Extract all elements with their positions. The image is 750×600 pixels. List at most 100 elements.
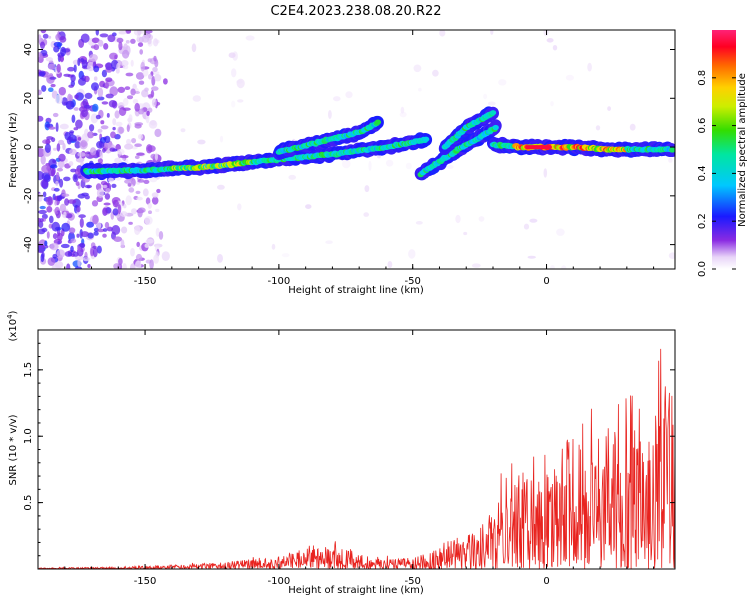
- noise-blob: [113, 236, 123, 242]
- noise-blob: [561, 265, 567, 269]
- noise-blob: [149, 259, 154, 269]
- noise-blob: [158, 231, 164, 240]
- noise-blob: [38, 34, 42, 44]
- noise-blob: [147, 202, 152, 209]
- noise-blob: [342, 159, 351, 169]
- noise-blob: [151, 196, 159, 205]
- noise-blob: [550, 101, 554, 107]
- noise-blob: [44, 240, 48, 247]
- noise-blob: [87, 131, 94, 139]
- noise-blob: [135, 260, 142, 269]
- noise-blob: [77, 137, 82, 141]
- noise-blob: [145, 114, 150, 124]
- colorbar-tick-label: 0.0: [697, 261, 708, 277]
- noise-blob: [38, 171, 44, 181]
- noise-blob: [91, 37, 100, 44]
- noise-blob: [47, 63, 56, 70]
- noise-blob: [122, 49, 130, 59]
- noise-blob: [154, 152, 158, 161]
- noise-blob: [144, 216, 153, 225]
- noise-blob: [305, 204, 312, 210]
- noise-blob: [67, 66, 75, 72]
- noise-blob: [60, 243, 70, 249]
- noise-blob: [120, 155, 129, 159]
- noise-blob: [139, 49, 143, 55]
- noise-blob: [109, 86, 118, 97]
- y-tick-label: 0.5: [23, 495, 34, 511]
- noise-blob: [109, 147, 116, 152]
- noise-blob: [413, 64, 422, 73]
- noise-blob: [46, 196, 54, 206]
- chart-title: C2E4.2023.238.08.20.R22: [270, 4, 441, 19]
- noise-blob: [56, 63, 61, 73]
- noise-blob: [135, 190, 141, 195]
- noise-blob: [79, 217, 84, 228]
- noise-blob: [92, 247, 98, 258]
- noise-blob: [85, 153, 90, 157]
- ridge-core: [422, 136, 430, 142]
- noise-blob: [387, 261, 393, 268]
- noise-blob: [121, 226, 128, 234]
- noise-blob: [45, 57, 54, 62]
- noise-blob: [134, 155, 140, 160]
- noise-blob: [137, 207, 143, 218]
- noise-blob: [125, 195, 132, 206]
- noise-blob: [70, 238, 77, 244]
- noise-blob: [41, 85, 47, 92]
- noise-blob: [543, 168, 548, 178]
- noise-blob: [54, 200, 58, 206]
- colorbar: 0.0 0.2 0.4 0.6 0.8 Normalized spectral ampl…: [697, 30, 748, 277]
- y-tick-label: 20: [23, 92, 34, 105]
- noise-blob: [52, 233, 58, 240]
- snr-multiplier: (x104): [6, 310, 19, 341]
- noise-blob: [125, 30, 132, 34]
- noise-blob: [95, 30, 99, 36]
- x-tick-label: -100: [268, 276, 291, 287]
- noise-blob: [105, 62, 113, 71]
- noise-blob: [325, 240, 333, 244]
- noise-blob: [328, 110, 332, 119]
- noise-blob: [51, 168, 55, 177]
- noise-blob: [41, 251, 45, 259]
- noise-blob: [42, 33, 49, 39]
- noise-blob: [122, 98, 129, 106]
- noise-blob: [385, 159, 394, 167]
- noise-blob: [117, 204, 122, 215]
- noise-blob: [180, 128, 186, 133]
- noise-blob: [49, 242, 59, 251]
- noise-blob: [363, 212, 370, 217]
- noise-blob: [87, 232, 94, 239]
- noise-blob: [77, 152, 86, 157]
- noise-blob: [104, 141, 113, 149]
- noise-blob: [668, 157, 673, 163]
- noise-blob: [565, 74, 575, 81]
- noise-blob: [38, 193, 43, 202]
- noise-blob: [46, 136, 54, 140]
- noise-blob: [74, 94, 79, 100]
- y-tick-label: 1.0: [23, 428, 34, 444]
- noise-blob: [151, 86, 159, 91]
- noise-blob: [237, 99, 244, 103]
- noise-blob: [111, 183, 117, 188]
- noise-blob: [136, 152, 145, 156]
- noise-blob: [57, 167, 63, 172]
- noise-blob: [59, 178, 64, 188]
- noise-blob: [134, 91, 140, 94]
- spectrogram-plot-area: [38, 30, 675, 269]
- noise-blob: [439, 30, 446, 37]
- noise-blob: [153, 55, 157, 62]
- noise-blob: [126, 124, 130, 132]
- noise-blob: [114, 110, 120, 119]
- noise-blob: [333, 96, 341, 102]
- noise-blob: [52, 253, 58, 259]
- noise-blob: [125, 40, 130, 44]
- noise-blob: [78, 77, 86, 86]
- noise-blob: [86, 221, 94, 228]
- noise-blob: [55, 94, 63, 105]
- noise-blob: [110, 131, 116, 139]
- noise-blob: [231, 100, 236, 108]
- noise-blob: [107, 34, 116, 43]
- noise-blob: [70, 74, 76, 83]
- colorbar-gradient: [712, 30, 736, 269]
